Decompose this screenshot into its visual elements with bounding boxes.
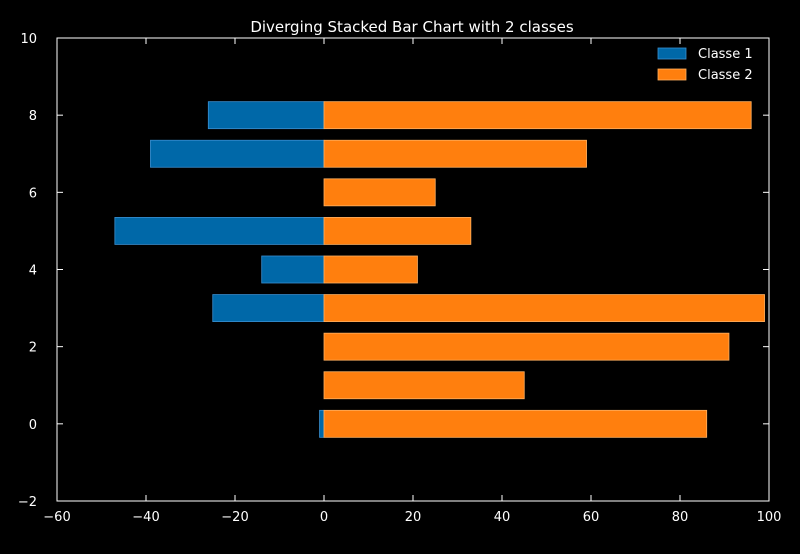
bar-2-7 [323, 139, 587, 168]
bar-2-4 [323, 255, 418, 284]
y-tick-label: 0 [29, 418, 37, 433]
legend-swatch-1 [657, 47, 687, 60]
x-tick-label: −20 [221, 510, 248, 525]
y-tick-label: 8 [29, 109, 37, 124]
x-tick-label: 80 [672, 510, 689, 525]
bar-1-8 [207, 101, 325, 130]
x-tick-label: −60 [43, 510, 70, 525]
x-tick-label: 100 [757, 510, 782, 525]
legend-label-2: Classe 2 [698, 68, 753, 83]
bar-1-4 [261, 255, 325, 284]
x-tick-label: 60 [583, 510, 600, 525]
x-tick-label: 40 [494, 510, 511, 525]
bar-1-3 [212, 294, 325, 322]
y-tick-label: −2 [18, 495, 37, 510]
x-tick-label: 0 [320, 510, 328, 525]
legend-label-1: Classe 1 [698, 47, 753, 62]
bar-2-1 [323, 371, 525, 400]
y-tick-label: 4 [29, 264, 37, 279]
bar-2-0 [323, 409, 708, 438]
bar-2-3 [323, 294, 765, 322]
y-tick-label: 2 [29, 341, 37, 356]
bar-1-5 [114, 217, 325, 245]
legend: Classe 1 Classe 2 [657, 47, 753, 83]
legend-swatch-2 [657, 68, 687, 81]
bar-2-8 [323, 101, 752, 130]
bar-2-2 [323, 332, 730, 361]
bars-layer [114, 101, 765, 438]
y-tick-label: 6 [29, 186, 37, 201]
y-tick-label: 10 [20, 32, 37, 47]
bar-2-6 [323, 178, 436, 207]
x-tick-label: 20 [405, 510, 422, 525]
bar-1-7 [150, 139, 325, 168]
bar-1-0 [319, 409, 325, 438]
bar-2-5 [323, 217, 472, 245]
x-tick-label: −40 [132, 510, 159, 525]
chart-title: Diverging Stacked Bar Chart with 2 class… [250, 18, 573, 36]
